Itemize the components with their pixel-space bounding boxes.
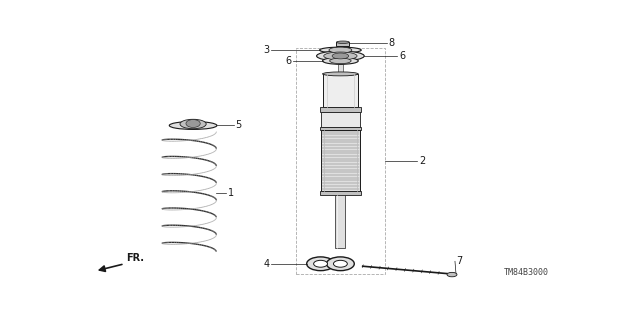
- Bar: [323, 74, 358, 107]
- Bar: [321, 130, 360, 190]
- Ellipse shape: [170, 122, 217, 130]
- Bar: [321, 112, 360, 127]
- Text: 8: 8: [388, 38, 394, 48]
- Bar: [337, 42, 349, 46]
- Ellipse shape: [332, 53, 349, 59]
- Text: 6: 6: [285, 56, 292, 66]
- Bar: [338, 64, 343, 74]
- Bar: [296, 48, 385, 274]
- Text: 6: 6: [399, 51, 405, 61]
- Ellipse shape: [333, 260, 348, 267]
- Ellipse shape: [323, 57, 358, 64]
- Ellipse shape: [326, 257, 355, 271]
- Bar: [320, 107, 361, 112]
- Text: 4: 4: [263, 259, 269, 269]
- Text: 3: 3: [263, 45, 269, 55]
- Ellipse shape: [319, 47, 361, 53]
- Text: FR.: FR.: [125, 253, 143, 263]
- Ellipse shape: [180, 119, 206, 129]
- Ellipse shape: [323, 72, 358, 76]
- Bar: [319, 127, 361, 130]
- Bar: [319, 190, 361, 195]
- Ellipse shape: [186, 120, 200, 128]
- Ellipse shape: [329, 47, 352, 53]
- Bar: [335, 195, 346, 248]
- Text: 1: 1: [228, 188, 234, 198]
- Ellipse shape: [337, 41, 349, 43]
- Text: 7: 7: [456, 256, 462, 266]
- Ellipse shape: [314, 260, 328, 267]
- Ellipse shape: [307, 257, 335, 271]
- Text: TM84B3000: TM84B3000: [504, 268, 549, 277]
- Ellipse shape: [447, 272, 457, 277]
- Text: 5: 5: [236, 121, 241, 130]
- Ellipse shape: [324, 52, 357, 60]
- Text: 2: 2: [419, 156, 425, 166]
- Ellipse shape: [317, 51, 364, 61]
- Ellipse shape: [330, 58, 351, 63]
